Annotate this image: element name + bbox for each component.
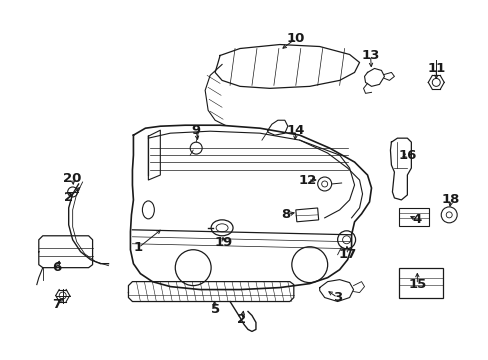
Text: 12: 12 bbox=[298, 174, 316, 186]
Text: 2: 2 bbox=[237, 313, 246, 326]
Text: 2: 2 bbox=[64, 192, 73, 204]
Text: 9: 9 bbox=[191, 124, 201, 137]
Text: 10: 10 bbox=[286, 32, 305, 45]
Bar bbox=[399, 208, 428, 226]
Text: 4: 4 bbox=[412, 213, 421, 226]
Text: 19: 19 bbox=[215, 236, 233, 249]
Text: 6: 6 bbox=[52, 261, 61, 274]
Bar bbox=[295, 208, 318, 222]
Text: 14: 14 bbox=[286, 124, 305, 137]
Text: 1: 1 bbox=[134, 241, 142, 254]
Text: 15: 15 bbox=[407, 278, 426, 291]
Text: 20: 20 bbox=[63, 171, 81, 185]
Bar bbox=[399, 268, 442, 298]
Text: 11: 11 bbox=[426, 62, 445, 75]
Text: 5: 5 bbox=[210, 303, 219, 316]
Text: 13: 13 bbox=[361, 49, 379, 62]
Text: 3: 3 bbox=[332, 291, 342, 304]
Text: 8: 8 bbox=[281, 208, 290, 221]
Text: 16: 16 bbox=[397, 149, 416, 162]
Text: 18: 18 bbox=[441, 193, 459, 206]
Text: 17: 17 bbox=[338, 248, 356, 261]
Text: 7: 7 bbox=[52, 298, 61, 311]
